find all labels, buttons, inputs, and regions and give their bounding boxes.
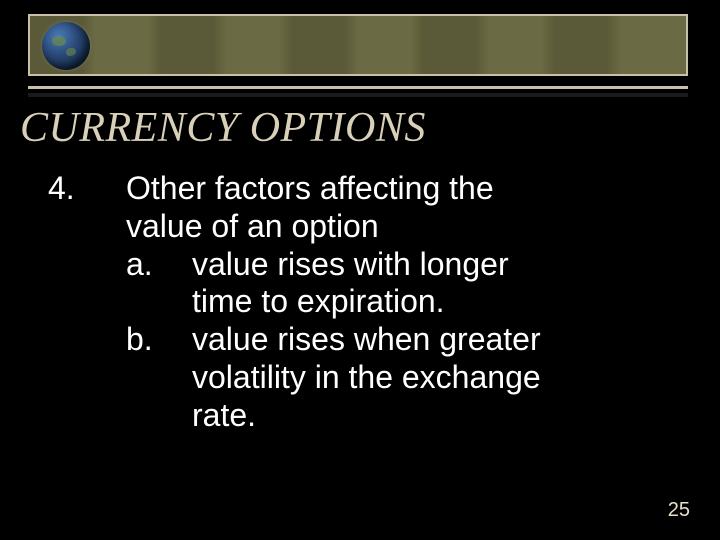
slide-body: 4. Other factors affecting the value of … (48, 170, 688, 434)
header-banner (28, 14, 688, 76)
globe-icon (42, 22, 90, 70)
header-divider (28, 86, 688, 89)
slide-title: CURRENCY OPTIONS (20, 104, 426, 152)
header-shadow (28, 93, 688, 97)
page-number: 25 (668, 499, 690, 522)
subitem-text: volatility in the exchange (192, 359, 688, 397)
heading-line: Other factors affecting the (126, 170, 688, 208)
subitem-text: value rises with longer (192, 246, 688, 284)
subitem-label: a. (126, 246, 192, 322)
subitem-text: rate. (192, 397, 688, 435)
subitem-text: time to expiration. (192, 283, 688, 321)
heading-line: value of an option (126, 208, 688, 246)
list-number: 4. (48, 170, 126, 434)
subitem-text: value rises when greater (192, 321, 688, 359)
subitem-label: b. (126, 321, 192, 434)
